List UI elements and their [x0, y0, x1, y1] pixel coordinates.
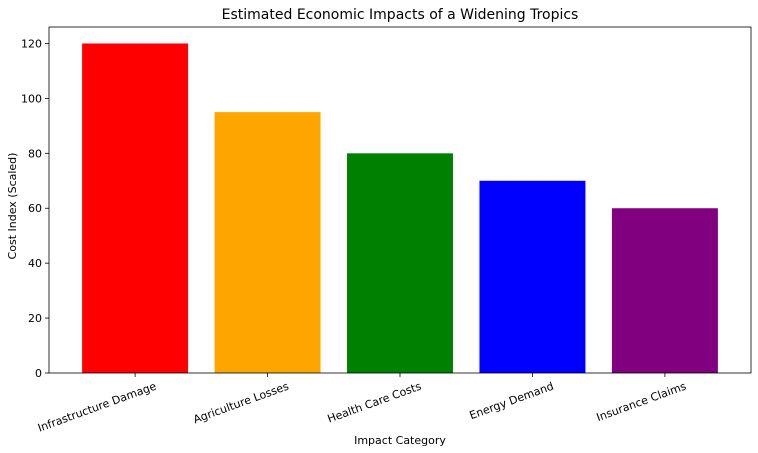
y-tick-label: 80 [28, 147, 42, 160]
x-tick-label: Insurance Claims [595, 380, 688, 425]
chart-title: Estimated Economic Impacts of a Widening… [222, 7, 579, 23]
bar-insurance-claims [611, 208, 718, 373]
bar-agriculture-losses [214, 112, 321, 373]
x-tick-label: Energy Demand [468, 380, 556, 423]
y-axis-label: Cost Index (Scaled) [6, 153, 19, 260]
y-tick-label: 20 [28, 312, 42, 325]
bar-infrastructure-damage [82, 43, 189, 373]
x-tick-label: Agriculture Losses [192, 380, 291, 427]
x-tick-label: Health Care Costs [326, 380, 424, 426]
plot-area: Infrastructure Damage Agriculture Losses H… [21, 26, 752, 435]
y-tick-label: 100 [21, 92, 42, 105]
y-tick-label: 40 [28, 257, 42, 270]
y-tick-label: 120 [21, 37, 42, 50]
y-tick-label: 0 [35, 367, 42, 380]
axes-frame [48, 26, 752, 374]
x-axis-label: Impact Category [354, 434, 446, 447]
bar-energy-demand [479, 180, 586, 373]
y-tick-label: 60 [28, 202, 42, 215]
x-tick-label: Infrastructure Damage [36, 380, 158, 435]
bar-health-care-costs [347, 153, 453, 373]
